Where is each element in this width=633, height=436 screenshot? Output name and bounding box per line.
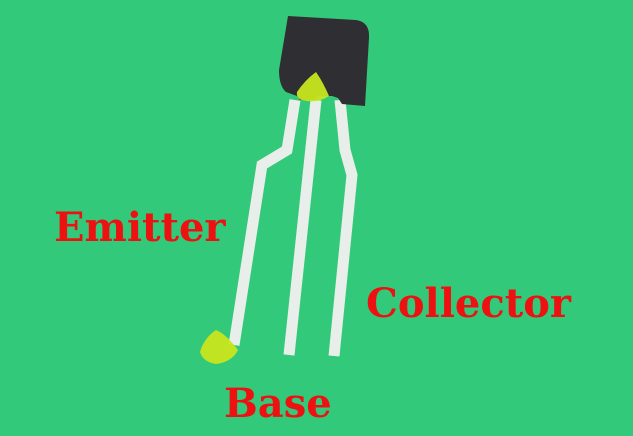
highlight-top (296, 72, 329, 102)
lead-left (228, 99, 301, 346)
label-collector: Collector (366, 280, 571, 327)
label-base: Base (224, 380, 332, 427)
lead-right (328, 99, 358, 357)
lead-middle (283, 99, 322, 356)
label-emitter: Emitter (54, 204, 226, 251)
transistor-body (279, 16, 370, 106)
highlight-bottom (200, 330, 238, 364)
